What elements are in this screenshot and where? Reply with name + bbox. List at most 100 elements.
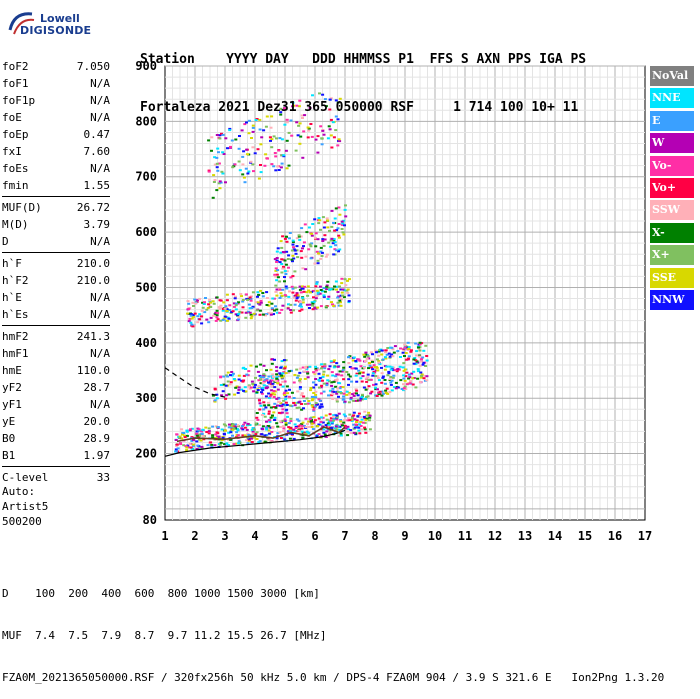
echo-dot bbox=[279, 251, 283, 254]
echo-dot bbox=[350, 416, 354, 419]
echo-dot bbox=[335, 414, 339, 417]
echo-dot bbox=[331, 303, 334, 306]
echo-dot bbox=[311, 308, 315, 311]
echo-dot bbox=[402, 377, 406, 380]
echo-dot bbox=[354, 367, 358, 370]
echo-dot bbox=[396, 368, 400, 370]
echo-dot bbox=[275, 273, 279, 276]
echo-dot bbox=[234, 386, 238, 389]
echo-dot bbox=[292, 104, 296, 107]
echo-dot bbox=[279, 292, 283, 295]
echo-dot bbox=[336, 108, 340, 111]
echo-dot bbox=[311, 397, 315, 400]
echo-dot bbox=[311, 428, 315, 431]
echo-dot bbox=[311, 94, 314, 97]
echo-dot bbox=[222, 301, 226, 304]
echo-dot bbox=[250, 137, 253, 139]
echo-dot bbox=[380, 394, 384, 397]
echo-dot bbox=[239, 293, 243, 295]
y-tick-label: 600 bbox=[135, 225, 157, 239]
echo-dot bbox=[217, 435, 221, 438]
echo-dot bbox=[281, 419, 285, 422]
echo-dot bbox=[313, 306, 317, 309]
echo-dot bbox=[248, 307, 252, 310]
echo-dot bbox=[301, 301, 305, 304]
echo-dot bbox=[317, 423, 321, 426]
echo-dot bbox=[285, 167, 289, 170]
echo-dot bbox=[337, 138, 341, 141]
echo-dot bbox=[421, 356, 425, 359]
echo-dot bbox=[364, 353, 368, 356]
echo-dot bbox=[247, 303, 251, 306]
echo-dot bbox=[241, 306, 245, 309]
echo-dot bbox=[341, 369, 345, 372]
echo-dot bbox=[264, 395, 268, 398]
echo-dot bbox=[337, 250, 340, 253]
echo-dot bbox=[279, 113, 283, 116]
echo-dot bbox=[306, 376, 310, 379]
echo-dot bbox=[328, 365, 332, 368]
echo-dot bbox=[269, 393, 273, 396]
echo-dot bbox=[259, 375, 263, 378]
echo-dot bbox=[198, 433, 202, 436]
echo-dot bbox=[330, 381, 334, 384]
echo-dot bbox=[275, 288, 279, 291]
echo-dot bbox=[301, 117, 304, 119]
param-row: hmE 110.0 bbox=[2, 362, 110, 379]
echo-dot bbox=[218, 134, 222, 137]
echo-dot bbox=[220, 307, 223, 310]
echo-dot bbox=[285, 240, 289, 243]
echo-dot bbox=[225, 394, 229, 397]
echo-dot bbox=[245, 439, 248, 442]
echo-dot bbox=[388, 378, 392, 381]
echo-dot bbox=[309, 420, 313, 423]
echo-dot bbox=[326, 422, 330, 425]
legend-item: NoVal bbox=[650, 66, 694, 86]
echo-dot bbox=[211, 300, 215, 303]
echo-dot bbox=[275, 366, 279, 369]
echo-dot bbox=[342, 378, 346, 381]
echo-dot bbox=[320, 405, 324, 408]
echo-dot bbox=[245, 428, 249, 431]
echo-dot bbox=[284, 401, 288, 404]
echo-dot bbox=[318, 399, 322, 402]
echo-dot bbox=[215, 296, 219, 299]
echo-dot bbox=[306, 402, 310, 405]
echo-dot bbox=[249, 160, 253, 163]
echo-dot bbox=[231, 372, 235, 375]
echo-dot bbox=[265, 426, 268, 429]
echo-dot bbox=[387, 372, 391, 375]
echo-dot bbox=[301, 267, 305, 270]
echo-dot bbox=[287, 266, 290, 269]
param-value: N/A bbox=[90, 347, 110, 360]
echo-dot bbox=[329, 97, 333, 100]
echo-dot bbox=[220, 428, 224, 431]
echo-dot bbox=[405, 358, 409, 361]
echo-dot bbox=[281, 408, 285, 411]
param-value: N/A bbox=[90, 94, 110, 107]
echo-dot bbox=[184, 445, 188, 448]
echo-dot bbox=[200, 447, 204, 450]
echo-dot bbox=[316, 262, 320, 265]
echo-dot bbox=[253, 152, 257, 155]
echo-dot bbox=[338, 236, 341, 239]
echo-dot bbox=[210, 443, 214, 446]
echo-dot bbox=[345, 393, 349, 396]
footer: D 100 200 400 600 800 1000 1500 3000 [km… bbox=[2, 559, 664, 699]
echo-dot bbox=[322, 294, 326, 297]
echo-dot bbox=[292, 246, 295, 249]
echo-dot bbox=[336, 391, 340, 393]
echo-dot bbox=[317, 378, 321, 381]
echo-dot bbox=[216, 432, 220, 435]
echo-dot bbox=[330, 371, 334, 374]
echo-dot bbox=[338, 387, 342, 390]
echo-dot bbox=[335, 398, 339, 401]
x-tick-label: 13 bbox=[518, 529, 532, 543]
echo-dot bbox=[285, 412, 289, 415]
echo-dot bbox=[281, 385, 285, 388]
echo-dot bbox=[333, 241, 337, 244]
echo-dot bbox=[328, 413, 332, 416]
echo-dot bbox=[175, 444, 179, 447]
echo-dot bbox=[254, 119, 258, 121]
echo-dot bbox=[351, 393, 355, 396]
